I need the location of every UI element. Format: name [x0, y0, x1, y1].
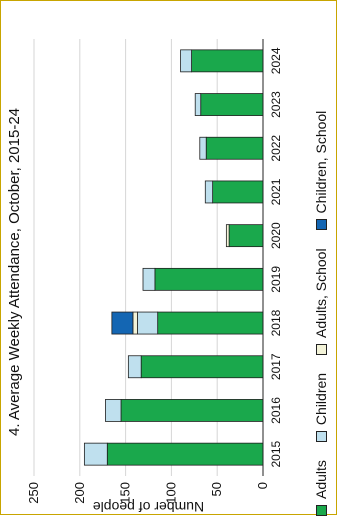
x-tick-label: 2019: [269, 266, 283, 293]
x-tick-label: 2023: [269, 91, 283, 118]
y-axis-title: Number of people: [93, 499, 205, 515]
legend-item: Children, School: [313, 111, 329, 231]
x-tick-label: 2017: [269, 353, 283, 380]
legend-swatch: [315, 343, 327, 355]
bar-segment-adults: [200, 93, 264, 116]
bar-segment-adults: [157, 311, 264, 335]
bar-segment-adults: [140, 355, 264, 379]
x-tick-label: 2020: [269, 222, 283, 249]
bar-segment-adults-school: [132, 311, 138, 335]
bar-segment-adults-school: [225, 224, 230, 248]
x-tick-label: 2016: [269, 397, 283, 424]
chart-legend: Adults Children Adults, School Children, Sc…: [313, 1, 329, 516]
bar-segment-adults: [106, 442, 264, 466]
bar-segment-adults: [205, 136, 264, 160]
bar-segment-children: [142, 267, 156, 291]
x-tick-label: 2018: [269, 309, 283, 336]
legend-swatch: [315, 431, 327, 443]
x-tick-label: 2022: [269, 135, 283, 162]
legend-swatch: [315, 505, 327, 516]
y-tick-label: 200: [72, 482, 87, 504]
y-tick-label: 150: [118, 482, 133, 504]
bar-segment-children: [137, 311, 159, 335]
x-tick-label: 2024: [269, 47, 283, 74]
y-tick-label: 50: [209, 482, 224, 496]
legend-item: Adults, School: [313, 248, 329, 355]
legend-item: Children: [313, 372, 329, 443]
y-tick-label: 250: [26, 482, 41, 504]
bar-segment-children: [83, 442, 108, 466]
x-tick-label: 2015: [269, 440, 283, 467]
bar-segment-adults: [228, 224, 264, 248]
bar-segment-adults: [212, 180, 264, 204]
legend-label: Children, School: [313, 110, 329, 214]
bar-segment-children: [204, 180, 214, 204]
bar-segment-children: [199, 136, 207, 160]
bar-segment-adults: [154, 267, 264, 291]
bar-segment-children: [127, 355, 142, 379]
bar-segment-children: [194, 93, 202, 116]
bar-segment-adults: [191, 49, 264, 73]
legend-label: Adults, School: [313, 248, 329, 338]
y-tick-label: 0: [255, 482, 270, 489]
legend-item: Adults: [313, 460, 329, 516]
legend-swatch: [315, 219, 327, 231]
bar-segment-children-school: [111, 311, 134, 335]
x-tick-label: 2021: [269, 178, 283, 205]
legend-label: Adults: [313, 460, 329, 499]
bar-segment-children: [105, 399, 122, 422]
bar-segment-adults: [120, 399, 264, 422]
y-tick-label: 100: [163, 482, 178, 504]
legend-label: Children: [313, 372, 329, 426]
bar-segment-children: [180, 49, 192, 73]
